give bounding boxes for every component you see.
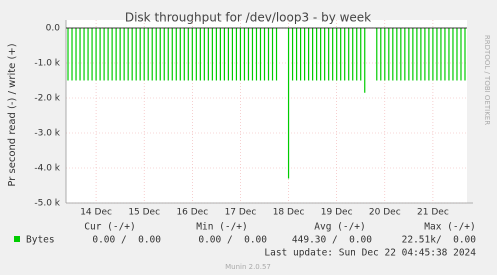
legend-value: 22.51k/ 0.00 xyxy=(402,235,477,246)
x-tick-label: 15 Dec xyxy=(128,208,160,218)
chart-title: Disk throughput for /dev/loop3 - by week xyxy=(125,11,371,25)
x-tick-label: 21 Dec xyxy=(417,208,449,218)
x-tick-label: 16 Dec xyxy=(176,208,208,218)
legend-value: 449.30 / 0.00 xyxy=(292,235,372,246)
legend-header: Min (-/+) xyxy=(196,222,247,233)
legend-label: Bytes xyxy=(26,235,55,246)
y-axis-label: Pr second read (-) / write (+) xyxy=(7,43,18,186)
legend-value: 0.00 / 0.00 xyxy=(198,235,267,246)
y-tick-label: -4.0 k xyxy=(34,164,60,174)
y-tick-label: 0.0 xyxy=(46,24,61,34)
legend-header: Max (-/+) xyxy=(424,222,475,233)
x-tick-label: 17 Dec xyxy=(225,208,257,218)
x-tick-label: 20 Dec xyxy=(369,208,401,218)
last-update: Last update: Sun Dec 22 04:45:38 2024 xyxy=(264,248,476,259)
legend-value: 0.00 / 0.00 xyxy=(92,235,161,246)
y-tick-label: -2.0 k xyxy=(34,94,60,104)
plot-area xyxy=(66,20,467,203)
x-tick-label: 18 Dec xyxy=(273,208,305,218)
legend-header: Avg (-/+) xyxy=(314,222,365,233)
y-tick-label: -3.0 k xyxy=(34,129,60,139)
legend-swatch xyxy=(14,236,20,242)
x-tick-label: 19 Dec xyxy=(321,208,353,218)
x-tick-label: 14 Dec xyxy=(80,208,112,218)
footer: Munin 2.0.57 xyxy=(225,263,271,271)
legend-header: Cur (-/+) xyxy=(84,222,135,233)
side-label: RRDTOOL / TOBI OETIKER xyxy=(483,35,491,125)
y-tick-label: -5.0 k xyxy=(34,199,60,209)
y-tick-label: -1.0 k xyxy=(34,59,60,69)
